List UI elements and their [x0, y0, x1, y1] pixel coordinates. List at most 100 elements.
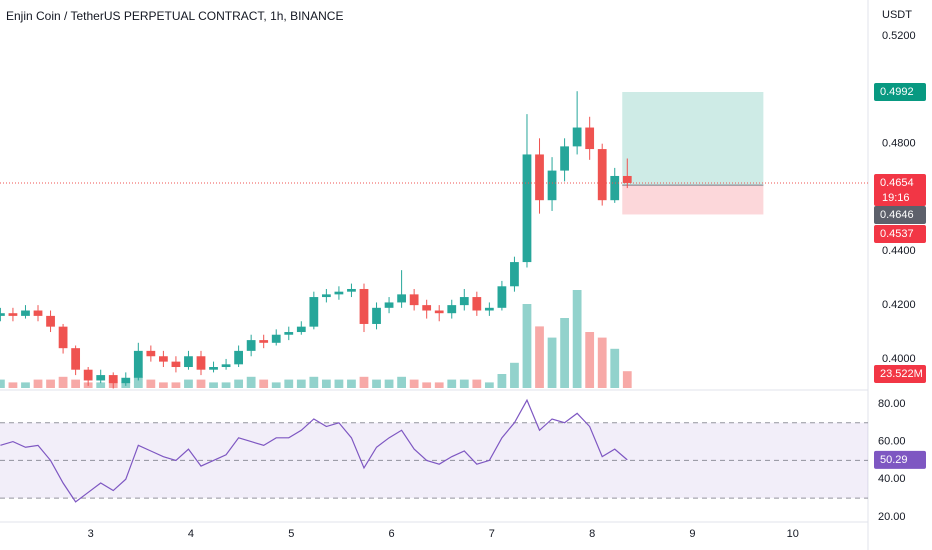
candle-body [146, 350, 156, 357]
entry-label: 0.4646 [880, 209, 914, 221]
x-tick-label: 6 [389, 528, 395, 540]
candle-body [33, 310, 43, 316]
candle-body [196, 356, 206, 370]
volume-bar [209, 382, 218, 388]
candle-body [610, 175, 620, 201]
candle-body [409, 294, 419, 306]
candle-body [459, 297, 469, 306]
volume-bar [597, 337, 607, 388]
volume-bar [234, 379, 244, 388]
candle-body [71, 348, 81, 370]
rsi-label-bg [874, 450, 926, 469]
x-tick-label: 5 [288, 528, 294, 540]
candle-body [572, 127, 582, 147]
candle-body [560, 146, 569, 171]
volume-bar [0, 379, 5, 388]
candle-body [221, 364, 231, 368]
last-price-label: 0.4654 [880, 177, 914, 189]
candle-body [397, 294, 406, 303]
candle-body [8, 313, 18, 316]
volume-bar [196, 379, 206, 388]
candle-body [108, 375, 118, 384]
candle-body [296, 326, 306, 333]
volume-bar [46, 379, 55, 388]
y-tick-label: 0.4000 [882, 353, 916, 365]
volume-bar [221, 382, 231, 388]
candle-body [309, 297, 319, 327]
x-tick-label: 10 [787, 528, 799, 540]
x-tick-label: 9 [689, 528, 695, 540]
x-tick-label: 7 [489, 528, 495, 540]
candle-body [46, 315, 55, 327]
volume-bar [384, 379, 394, 388]
volume-label-bg [874, 365, 926, 383]
volume-bar [497, 374, 507, 388]
rsi-tick-label: 60.00 [878, 435, 906, 447]
volume-bar [321, 379, 331, 388]
candle-body [321, 294, 331, 298]
candle-body [121, 377, 131, 384]
volume-bar [585, 332, 595, 388]
candle-body [246, 340, 256, 351]
volume-bar [409, 379, 419, 388]
volume-bar [133, 376, 143, 388]
candle-body [484, 307, 494, 311]
volume-bar [159, 382, 168, 388]
volume-bar [259, 379, 269, 388]
target-label-bg [874, 83, 926, 102]
candle-body [585, 127, 595, 150]
y-tick-label: 0.5200 [882, 30, 916, 42]
candle-body [447, 305, 457, 314]
rsi-label: 50.29 [880, 454, 908, 466]
target-zone [622, 92, 764, 186]
y-tick-label: 0.4800 [882, 138, 916, 150]
chart-title: Enjin Coin / TetherUS PERPETUAL CONTRACT… [6, 9, 343, 23]
volume-bar [547, 337, 557, 388]
candle-body [384, 302, 394, 308]
candle-body [359, 288, 369, 324]
stop-label-bg [874, 225, 926, 243]
volume-bar [271, 382, 281, 388]
rsi-tick-label: 40.00 [878, 473, 906, 485]
candle-body [535, 154, 544, 201]
candle-body [171, 361, 181, 368]
candle-body [284, 332, 294, 335]
volume-label: 23.522M [880, 368, 923, 380]
volume-bar [372, 379, 381, 388]
volume-bar [171, 382, 181, 388]
candle-body [234, 350, 244, 365]
price-unit: USDT [882, 9, 912, 21]
candle-body [133, 350, 143, 378]
volume-bar [422, 382, 432, 388]
x-tick-label: 3 [88, 528, 94, 540]
volume-bar [397, 376, 406, 388]
volume-bar [610, 348, 620, 388]
candle-body [159, 356, 168, 362]
candle-body [547, 170, 557, 201]
volume-bar [296, 379, 306, 388]
volume-bar [472, 379, 482, 388]
rsi-tick-label: 20.00 [878, 511, 906, 523]
candle-body [0, 313, 5, 316]
volume-bar [522, 304, 532, 388]
candle-body [372, 307, 381, 324]
candle-body [497, 286, 507, 308]
rsi-line [0, 398, 628, 503]
volume-bar [535, 326, 544, 388]
stop-label: 0.4537 [880, 228, 914, 240]
volume-bar [434, 382, 444, 388]
candle-body [434, 310, 444, 314]
candle-body [422, 305, 432, 311]
volume-bar [484, 382, 494, 388]
y-tick-label: 0.4200 [882, 299, 916, 311]
candle-body [83, 369, 93, 381]
candle-body [622, 175, 632, 183]
volume-bar [246, 376, 256, 388]
stop-zone [622, 185, 764, 215]
candle-body [597, 149, 607, 201]
candle-body [271, 334, 281, 343]
volume-bar [560, 318, 569, 388]
candle-body [472, 297, 482, 311]
